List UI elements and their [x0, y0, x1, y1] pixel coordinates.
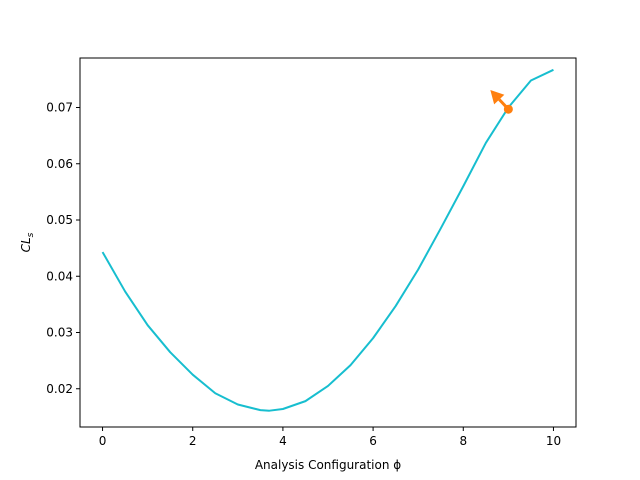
arrow-shaft	[498, 98, 510, 111]
y-tick-label: 0.04	[46, 269, 73, 283]
x-axis-ticks: 0 2 4 6 8 10	[99, 427, 561, 448]
series-line-0	[101, 68, 554, 412]
y-tick-label: 0.02	[46, 382, 73, 396]
x-axis-label: Analysis Configuration ϕ	[255, 458, 401, 472]
y-tick-label: 0.07	[46, 101, 73, 115]
y-axis-ticks: 0.02 0.03 0.04 0.05 0.06 0.07	[46, 101, 80, 396]
x-tick-label: 6	[369, 434, 377, 448]
x-tick-label: 2	[189, 434, 197, 448]
x-tick-label: 4	[279, 434, 287, 448]
x-tick-label: 8	[459, 434, 467, 448]
arrow-head	[490, 90, 505, 105]
x-tick-label: 0	[99, 434, 107, 448]
plot-content	[101, 68, 554, 412]
x-tick-label: 10	[546, 434, 561, 448]
y-tick-label: 0.05	[46, 213, 73, 227]
y-tick-label: 0.03	[46, 326, 73, 340]
y-axis-label: CLs	[19, 232, 36, 252]
axes-frame	[79, 57, 577, 428]
y-tick-label: 0.06	[46, 157, 73, 171]
